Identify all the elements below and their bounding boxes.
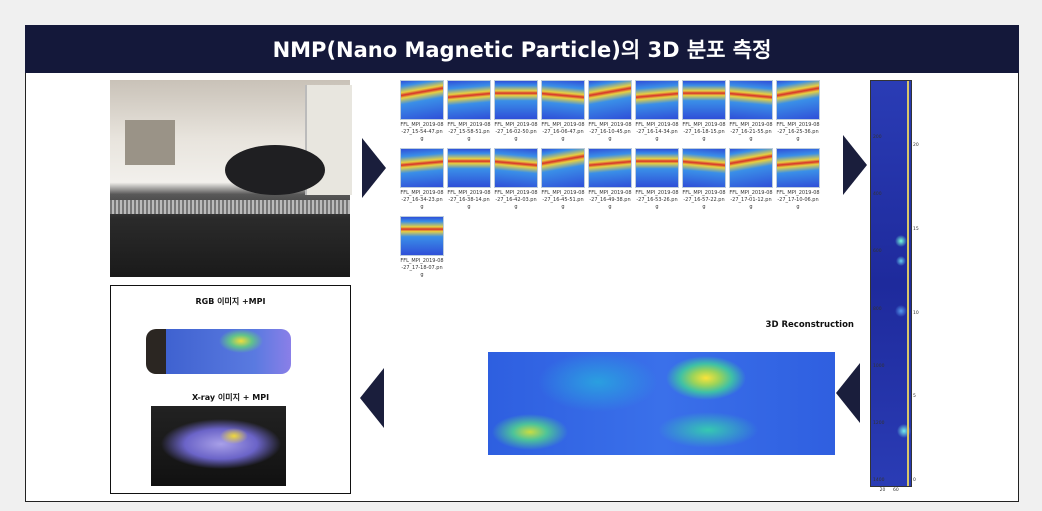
recon-label: 3D Reconstruction xyxy=(765,320,854,330)
file-name: FFL_MPI_2019-08-27_16-06-47.png xyxy=(541,122,585,142)
file-thumbnail: FFL_MPI_2019-08-27_17-18-07.png xyxy=(400,216,444,279)
tick-label: 15 xyxy=(913,226,919,232)
file-name: FFL_MPI_2019-08-27_16-21-55.png xyxy=(729,122,773,142)
thumbnail-image xyxy=(588,148,632,188)
title: NMP(Nano Magnetic Particle)의 3D 분포 측정 xyxy=(25,25,1019,73)
rgb-image xyxy=(146,329,291,374)
tick-label: 1200 xyxy=(873,420,885,426)
file-thumbnail: FFL_MPI_2019-08-27_16-34-23.png xyxy=(400,148,444,211)
file-grid: FFL_MPI_2019-08-27_15-54-47.png FFL_MPI_2… xyxy=(398,78,822,283)
file-thumbnail: FFL_MPI_2019-08-27_16-18-15.png xyxy=(682,80,726,143)
file-thumbnail: FFL_MPI_2019-08-27_16-10-45.png xyxy=(588,80,632,143)
colorbar xyxy=(907,81,909,486)
file-thumbnail: FFL_MPI_2019-08-27_15-58-51.png xyxy=(447,80,491,143)
file-thumbnail: FFL_MPI_2019-08-27_16-57-22.png xyxy=(682,148,726,211)
thumbnail-image xyxy=(541,148,585,188)
tick-label: 400 xyxy=(873,192,882,198)
arrow xyxy=(360,368,384,428)
xray-label: X-ray 이미지 + MPI xyxy=(191,393,270,402)
ruler xyxy=(125,120,175,165)
mpi-strip: 200 400 600 800 1000 1200 1400 20 15 10 5 0 20 60 xyxy=(870,80,919,493)
file-name: FFL_MPI_2019-08-27_16-02-50.png xyxy=(494,122,538,142)
file-thumbnail: FFL_MPI_2019-08-27_15-54-47.png xyxy=(400,80,444,143)
file-name: FFL_MPI_2019-08-27_17-18-07.png xyxy=(400,258,444,278)
file-name: FFL_MPI_2019-08-27_15-54-47.png xyxy=(400,122,444,142)
file-thumbnail: FFL_MPI_2019-08-27_16-42-03.png xyxy=(494,148,538,211)
tick-label: 800 xyxy=(873,306,882,312)
thumbnail-image xyxy=(635,80,679,120)
thumbnail-image xyxy=(635,148,679,188)
file-thumbnail: FFL_MPI_2019-08-27_16-06-47.png xyxy=(541,80,585,143)
reconstruction-image xyxy=(488,352,835,455)
tick-label: 200 xyxy=(873,135,882,141)
thumbnail-image xyxy=(400,148,444,188)
tick-label: 20 xyxy=(913,143,919,148)
thumbnail-image xyxy=(541,80,585,120)
mouse-photo xyxy=(110,80,352,277)
thumbnail-image xyxy=(494,80,538,120)
arrow xyxy=(836,363,860,423)
tick-label: 20 xyxy=(879,488,886,493)
file-thumbnail: FFL_MPI_2019-08-27_16-21-55.png xyxy=(729,80,773,143)
file-thumbnail: FFL_MPI_2019-08-27_16-02-50.png xyxy=(494,80,538,143)
tick-label: 1400 xyxy=(873,478,885,483)
file-thumbnail: FFL_MPI_2019-08-27_16-45-51.png xyxy=(541,148,585,211)
arrow xyxy=(362,138,386,198)
thumbnail-image xyxy=(776,148,820,188)
tick-label: 0 xyxy=(913,478,916,483)
tick-label: 5 xyxy=(913,394,916,400)
rail xyxy=(110,200,350,214)
file-name: FFL_MPI_2019-08-27_15-58-51.png xyxy=(447,122,491,142)
mouse xyxy=(225,145,325,195)
thumbnail-image xyxy=(729,148,773,188)
thumbnail-image xyxy=(682,148,726,188)
file-name: FFL_MPI_2019-08-27_16-38-14.png xyxy=(447,190,491,210)
file-name: FFL_MPI_2019-08-27_17-01-12.png xyxy=(729,190,773,210)
thumbnail-image xyxy=(447,80,491,120)
file-thumbnail: FFL_MPI_2019-08-27_16-25-36.png xyxy=(776,80,820,143)
file-thumbnail: FFL_MPI_2019-08-27_16-49-38.png xyxy=(588,148,632,211)
xray-image xyxy=(151,406,286,486)
file-name: FFL_MPI_2019-08-27_17-10-06.png xyxy=(776,190,820,210)
tick-label: 10 xyxy=(913,310,919,316)
tick-label: 60 xyxy=(893,488,899,493)
rgb-label: RGB 이미지 +MPI xyxy=(195,297,266,306)
file-name: FFL_MPI_2019-08-27_16-25-36.png xyxy=(776,122,820,142)
thumbnail-image xyxy=(400,80,444,120)
thumbnail-image xyxy=(494,148,538,188)
thumbnail-image xyxy=(682,80,726,120)
file-thumbnail: FFL_MPI_2019-08-27_17-10-06.png xyxy=(776,148,820,211)
thumbnail-image xyxy=(400,216,444,256)
file-name: FFL_MPI_2019-08-27_16-34-23.png xyxy=(400,190,444,210)
overlay-box: RGB 이미지 +MPI X-ray 이미지 + MPI xyxy=(110,285,351,494)
tick-label: 600 xyxy=(873,249,882,255)
file-name: FFL_MPI_2019-08-27_16-57-22.png xyxy=(682,190,726,210)
tick-label: 1000 xyxy=(873,363,885,369)
thumbnail-image xyxy=(588,80,632,120)
file-name: FFL_MPI_2019-08-27_16-45-51.png xyxy=(541,190,585,210)
file-name: FFL_MPI_2019-08-27_16-49-38.png xyxy=(588,190,632,210)
file-thumbnail: FFL_MPI_2019-08-27_16-14-34.png xyxy=(635,80,679,143)
file-thumbnail: FFL_MPI_2019-08-27_16-53-26.png xyxy=(635,148,679,211)
thumbnail-image xyxy=(447,148,491,188)
file-name: FFL_MPI_2019-08-27_16-42-03.png xyxy=(494,190,538,210)
thumbnail-image xyxy=(729,80,773,120)
thumbnail-image xyxy=(776,80,820,120)
file-name: FFL_MPI_2019-08-27_16-53-26.png xyxy=(635,190,679,210)
file-name: FFL_MPI_2019-08-27_16-10-45.png xyxy=(588,122,632,142)
file-name: FFL_MPI_2019-08-27_16-18-15.png xyxy=(682,122,726,142)
arrow xyxy=(843,135,867,195)
file-thumbnail: FFL_MPI_2019-08-27_17-01-12.png xyxy=(729,148,773,211)
file-name: FFL_MPI_2019-08-27_16-14-34.png xyxy=(635,122,679,142)
file-thumbnail: FFL_MPI_2019-08-27_16-38-14.png xyxy=(447,148,491,211)
